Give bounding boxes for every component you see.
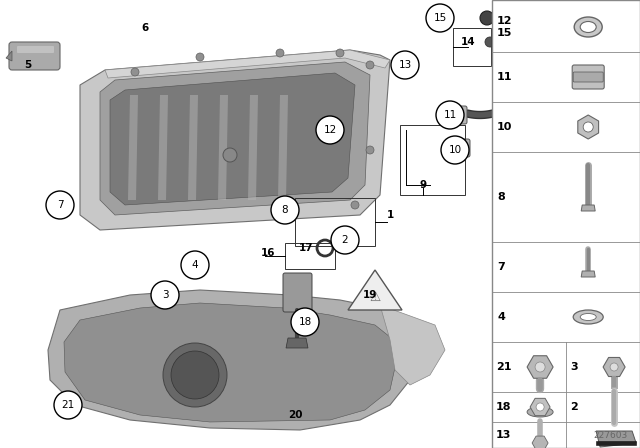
- Polygon shape: [532, 436, 548, 448]
- Polygon shape: [218, 95, 228, 200]
- FancyBboxPatch shape: [450, 139, 470, 157]
- Circle shape: [223, 148, 237, 162]
- FancyBboxPatch shape: [17, 46, 54, 53]
- Circle shape: [181, 251, 209, 279]
- Circle shape: [610, 363, 618, 371]
- Text: 11: 11: [444, 110, 456, 120]
- Text: 3: 3: [162, 290, 168, 300]
- FancyBboxPatch shape: [9, 42, 60, 70]
- Circle shape: [291, 308, 319, 336]
- Polygon shape: [188, 95, 198, 200]
- Text: 3: 3: [570, 362, 578, 372]
- Text: 2: 2: [570, 402, 578, 412]
- Circle shape: [366, 61, 374, 69]
- Text: 16: 16: [260, 248, 275, 258]
- Polygon shape: [48, 290, 420, 430]
- Text: 17: 17: [299, 243, 314, 253]
- Text: ⚠: ⚠: [369, 290, 381, 303]
- Polygon shape: [603, 358, 625, 376]
- Circle shape: [163, 343, 227, 407]
- Text: 4: 4: [192, 260, 198, 270]
- Text: 10: 10: [497, 122, 513, 132]
- Polygon shape: [596, 431, 636, 447]
- Circle shape: [351, 201, 359, 209]
- Text: 15: 15: [433, 13, 447, 23]
- Circle shape: [391, 51, 419, 79]
- Text: 4: 4: [497, 312, 505, 322]
- Circle shape: [485, 37, 495, 47]
- Polygon shape: [248, 95, 258, 200]
- Circle shape: [436, 101, 464, 129]
- Text: 10: 10: [449, 145, 461, 155]
- Text: 7: 7: [497, 262, 505, 272]
- Circle shape: [196, 53, 204, 61]
- Polygon shape: [158, 95, 168, 200]
- Polygon shape: [80, 50, 390, 230]
- Polygon shape: [348, 270, 402, 310]
- Polygon shape: [286, 338, 308, 348]
- Text: 13: 13: [398, 60, 412, 70]
- Text: 8: 8: [282, 205, 288, 215]
- Polygon shape: [278, 95, 288, 200]
- Text: 19: 19: [363, 290, 377, 300]
- Circle shape: [331, 226, 359, 254]
- Circle shape: [131, 68, 139, 76]
- Polygon shape: [6, 51, 12, 61]
- Text: 11: 11: [497, 72, 513, 82]
- Text: 2: 2: [342, 235, 348, 245]
- Polygon shape: [527, 356, 553, 378]
- Circle shape: [54, 391, 82, 419]
- Circle shape: [426, 4, 454, 32]
- Text: 21: 21: [61, 400, 75, 410]
- Circle shape: [271, 196, 299, 224]
- Circle shape: [336, 49, 344, 57]
- Text: 1: 1: [387, 210, 394, 220]
- Polygon shape: [100, 62, 370, 215]
- Ellipse shape: [580, 22, 596, 33]
- Text: 227603: 227603: [594, 431, 628, 440]
- Ellipse shape: [574, 17, 602, 37]
- Polygon shape: [380, 305, 445, 385]
- Text: 6: 6: [141, 23, 148, 33]
- Ellipse shape: [527, 407, 553, 417]
- FancyBboxPatch shape: [447, 106, 467, 124]
- Circle shape: [46, 191, 74, 219]
- Circle shape: [316, 116, 344, 144]
- Text: 14: 14: [461, 37, 476, 47]
- Circle shape: [151, 281, 179, 309]
- Polygon shape: [110, 73, 355, 205]
- FancyBboxPatch shape: [492, 0, 640, 448]
- Circle shape: [536, 403, 544, 411]
- Circle shape: [583, 122, 593, 132]
- Text: 13: 13: [496, 430, 511, 440]
- Text: 18: 18: [496, 402, 511, 412]
- Circle shape: [171, 351, 219, 399]
- Polygon shape: [64, 303, 400, 422]
- Polygon shape: [578, 115, 598, 139]
- Text: 21: 21: [496, 362, 511, 372]
- Text: 20: 20: [288, 410, 302, 420]
- Polygon shape: [105, 50, 390, 78]
- FancyBboxPatch shape: [283, 273, 312, 312]
- Text: 7: 7: [57, 200, 63, 210]
- Text: 12: 12: [323, 125, 337, 135]
- Polygon shape: [581, 205, 595, 211]
- Ellipse shape: [573, 310, 604, 324]
- Text: 18: 18: [298, 317, 312, 327]
- Circle shape: [276, 49, 284, 57]
- Circle shape: [480, 11, 494, 25]
- Text: 12
15: 12 15: [497, 16, 513, 38]
- FancyBboxPatch shape: [572, 65, 604, 89]
- Polygon shape: [128, 95, 138, 200]
- Circle shape: [366, 146, 374, 154]
- Ellipse shape: [580, 314, 596, 320]
- Circle shape: [535, 362, 545, 372]
- FancyBboxPatch shape: [573, 72, 604, 82]
- Polygon shape: [596, 441, 636, 445]
- Circle shape: [441, 136, 469, 164]
- Text: 8: 8: [497, 192, 505, 202]
- Polygon shape: [581, 271, 595, 277]
- Polygon shape: [530, 398, 550, 416]
- Text: 9: 9: [419, 180, 427, 190]
